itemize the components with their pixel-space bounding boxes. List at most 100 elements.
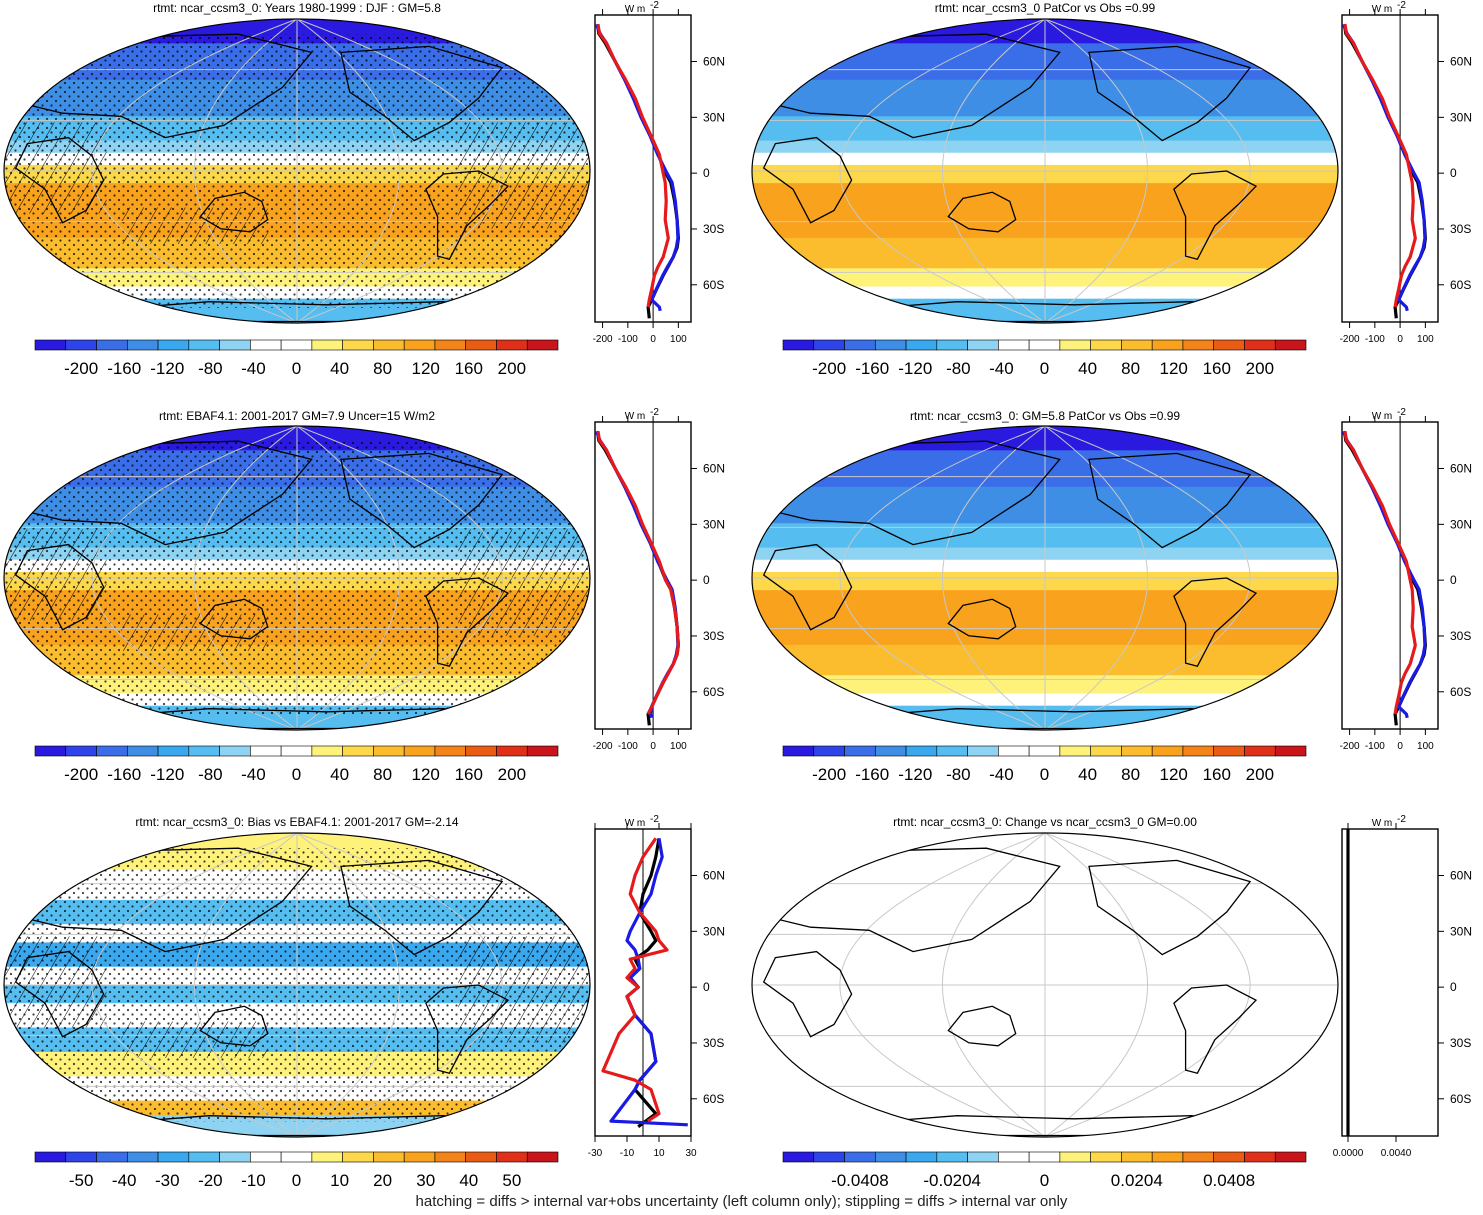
panel-title: rtmt: ncar_ccsm3_0: Change vs ncar_ccsm3…: [893, 815, 1197, 829]
south-america-outline: [1173, 170, 1258, 260]
longitude-line: [839, 426, 1046, 730]
colorbar-swatch: [1213, 1151, 1245, 1163]
longitude-line: [1044, 426, 1149, 730]
colorbar-swatch: [844, 745, 876, 757]
colorbar-label: -40: [989, 765, 1014, 784]
colorbar-swatch: [1244, 1151, 1276, 1163]
zonal-series-line: [601, 837, 669, 1123]
zonal-units: W m: [625, 818, 646, 829]
colorbar-label: -30: [155, 1171, 180, 1190]
zonal-units: W m: [625, 411, 646, 422]
colorbar-swatch: [157, 1151, 190, 1163]
colorbar-swatch: [1121, 1151, 1153, 1163]
colorbar-swatch: [526, 339, 559, 351]
lat-label: 30S: [703, 1036, 724, 1050]
colorbar-swatch: [1151, 745, 1184, 757]
longitude-line: [941, 426, 1046, 730]
colorbar-label: 160: [1203, 765, 1231, 784]
map-border: [751, 18, 1339, 324]
colorbar-label: -160: [855, 359, 889, 378]
colorbar-swatch: [813, 339, 845, 351]
lat-label: 60N: [1450, 869, 1472, 883]
north-america-outline: [340, 452, 504, 549]
colorbar-swatch: [844, 339, 876, 351]
hatching: [458, 529, 590, 636]
colorbar-swatch: [126, 1151, 159, 1163]
south-america-outline: [425, 984, 510, 1074]
colorbar-swatch: [1274, 339, 1307, 351]
zonal-x-label: 100: [670, 741, 687, 752]
north-america-outline: [1088, 45, 1252, 142]
zonal-frame: [594, 14, 692, 323]
longitude-line: [1044, 19, 1251, 323]
colorbar-swatch: [967, 745, 999, 757]
hatching: [121, 207, 268, 244]
colorbar-swatch: [905, 745, 938, 757]
colorbar-label: 200: [498, 359, 526, 378]
longitude-line: [193, 426, 298, 730]
hatching: [121, 1021, 268, 1058]
colorbar-label: 0.0408: [1203, 1171, 1255, 1190]
colorbar-swatch: [936, 745, 968, 757]
longitude-line: [296, 833, 503, 1137]
eurasia-outline: [757, 33, 1061, 139]
colorbar-swatch: [403, 1151, 436, 1163]
colorbar-label: -200: [812, 765, 846, 784]
lat-label: 30N: [1450, 110, 1472, 124]
colorbar-label: -160: [855, 765, 889, 784]
zonal-series-line: [596, 431, 680, 715]
zonal-x-label: 100: [1417, 334, 1434, 345]
colorbar-swatch: [280, 1151, 313, 1163]
colorbar-swatch: [96, 339, 128, 351]
colorbar-swatch: [496, 1151, 528, 1163]
hatching: [4, 529, 107, 621]
colorbar-swatch: [34, 339, 67, 351]
colorbar-label: 0: [1040, 1171, 1049, 1190]
colorbar-label: 80: [1121, 359, 1140, 378]
hatching: [458, 122, 590, 229]
zonal-units: W m: [625, 4, 646, 15]
colorbar-label: 120: [1160, 359, 1188, 378]
lat-label: 30N: [703, 924, 725, 938]
colorbar-label: -80: [946, 359, 971, 378]
colorbar-swatch: [434, 1151, 467, 1163]
zonal-frame: [1341, 828, 1439, 1137]
colorbar-swatch: [188, 1151, 220, 1163]
zonal-x-label: -10: [620, 1148, 635, 1159]
north-america-outline: [340, 45, 504, 142]
map-border: [751, 832, 1339, 1138]
lat-label: 0: [1450, 166, 1457, 180]
colorbar-swatch: [65, 339, 97, 351]
zonal-units: W m: [1372, 818, 1393, 829]
map-body: [752, 833, 1338, 1137]
colorbar-swatch: [280, 339, 313, 351]
map-body: [4, 426, 590, 730]
eurasia-outline: [9, 440, 313, 546]
panel-3: rtmt: EBAF4.1: 2001-2017 GM=7.9 Uncer=15…: [3, 407, 725, 784]
footer-note: hatching = diffs > internal var+obs unce…: [415, 1193, 1068, 1210]
colorbar-swatch: [526, 745, 559, 757]
colorbar-label: 160: [455, 359, 483, 378]
zonal-x-label: 0: [650, 741, 656, 752]
longitude-line: [1044, 426, 1251, 730]
south-america-outline: [1173, 984, 1258, 1074]
colorbar-swatch: [280, 745, 313, 757]
panel-title: rtmt: ncar_ccsm3_0: Bias vs EBAF4.1: 200…: [135, 815, 458, 829]
colorbar-swatch: [96, 745, 128, 757]
zonal-x-label: -200: [1340, 334, 1360, 345]
zonal-x-label: 100: [1417, 741, 1434, 752]
colorbar-label: -40: [241, 765, 266, 784]
eurasia-outline: [9, 33, 313, 139]
lat-label: 30S: [1450, 222, 1471, 236]
colorbar-swatch: [1028, 745, 1061, 757]
longitude-line: [941, 19, 1046, 323]
lat-label: 60S: [703, 685, 724, 699]
colorbar-label: 40: [330, 765, 349, 784]
colorbar-swatch: [1121, 339, 1153, 351]
longitude-line: [941, 833, 1046, 1137]
colorbar-swatch: [1244, 339, 1276, 351]
colorbar-label: -10: [241, 1171, 266, 1190]
colorbar-swatch: [96, 1151, 128, 1163]
colorbar-swatch: [998, 745, 1030, 757]
